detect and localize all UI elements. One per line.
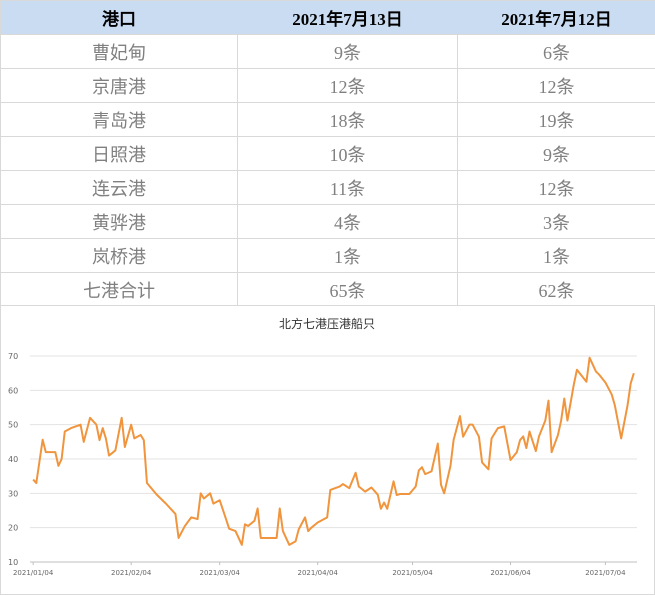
table-row: 七港合计 65条 62条 (0, 272, 655, 307)
table-row: 青岛港 18条 19条 (0, 102, 655, 137)
table-cell: 青岛港 (0, 102, 238, 137)
x-tick-label: 2021/03/04 (200, 569, 241, 577)
table-cell: 日照港 (0, 136, 238, 171)
x-tick-label: 2021/02/04 (111, 569, 152, 577)
table-cell: 12条 (237, 68, 458, 103)
table-row: 京唐港 12条 12条 (0, 68, 655, 103)
y-tick-label: 10 (8, 558, 18, 567)
table-cell: 黄骅港 (0, 204, 238, 239)
y-tick-label: 60 (8, 386, 18, 395)
table-row: 岚桥港 1条 1条 (0, 238, 655, 273)
table-cell: 9条 (457, 136, 655, 171)
y-tick-label: 50 (8, 421, 18, 430)
table-row: 连云港 11条 12条 (0, 170, 655, 205)
chart-frame (0, 305, 655, 595)
table-cell: 12条 (457, 170, 655, 205)
header-row: 港口 2021年7月13日 2021年7月12日 (0, 0, 655, 35)
header-cell: 港口 (0, 0, 238, 35)
table-cell: 10条 (237, 136, 458, 171)
table-cell: 岚桥港 (0, 238, 238, 273)
table-body: 曹妃甸 9条 6条 京唐港 12条 12条 青岛港 18条 19条 日照港 10条 9条 连云港 11条 1… (0, 34, 655, 307)
table-cell: 七港合计 (0, 272, 238, 307)
header-cell: 2021年7月13日 (237, 0, 458, 35)
table-cell: 1条 (457, 238, 655, 273)
table-cell: 11条 (237, 170, 458, 205)
y-tick-label: 40 (8, 455, 18, 464)
table-row: 日照港 10条 9条 (0, 136, 655, 171)
table-cell: 12条 (457, 68, 655, 103)
y-tick-label: 70 (8, 352, 18, 361)
table-row: 黄骅港 4条 3条 (0, 204, 655, 239)
table-cell: 京唐港 (0, 68, 238, 103)
table-cell: 1条 (237, 238, 458, 273)
x-tick-label: 2021/05/04 (392, 569, 433, 577)
x-tick-label: 2021/01/04 (13, 569, 54, 577)
port-table: 港口 2021年7月13日 2021年7月12日 曹妃甸 9条 6条 京唐港 12条 12条青… (0, 0, 655, 307)
table-cell: 65条 (237, 272, 458, 307)
x-tick-label: 2021/04/04 (298, 569, 339, 577)
y-tick-label: 20 (8, 524, 18, 533)
table-cell: 曹妃甸 (0, 34, 238, 69)
x-tick-label: 2021/07/04 (585, 569, 626, 577)
table-cell: 19条 (457, 102, 655, 137)
x-tick-label: 2021/06/04 (490, 569, 531, 577)
y-tick-label: 30 (8, 489, 18, 498)
table-cell: 62条 (457, 272, 655, 307)
table-row: 曹妃甸 9条 6条 (0, 34, 655, 69)
table-cell: 3条 (457, 204, 655, 239)
table-cell: 9条 (237, 34, 458, 69)
table-cell: 18条 (237, 102, 458, 137)
chart-title: 北方七港压港船只 (279, 316, 375, 331)
line-series (32, 356, 635, 546)
chart: 北方七港压港船只 10 20 30 40 50 60 70 2021/01/04 2021/02… (0, 305, 655, 595)
table-cell: 4条 (237, 204, 458, 239)
table-cell: 连云港 (0, 170, 238, 205)
header-cell: 2021年7月12日 (457, 0, 655, 35)
table-cell: 6条 (457, 34, 655, 69)
